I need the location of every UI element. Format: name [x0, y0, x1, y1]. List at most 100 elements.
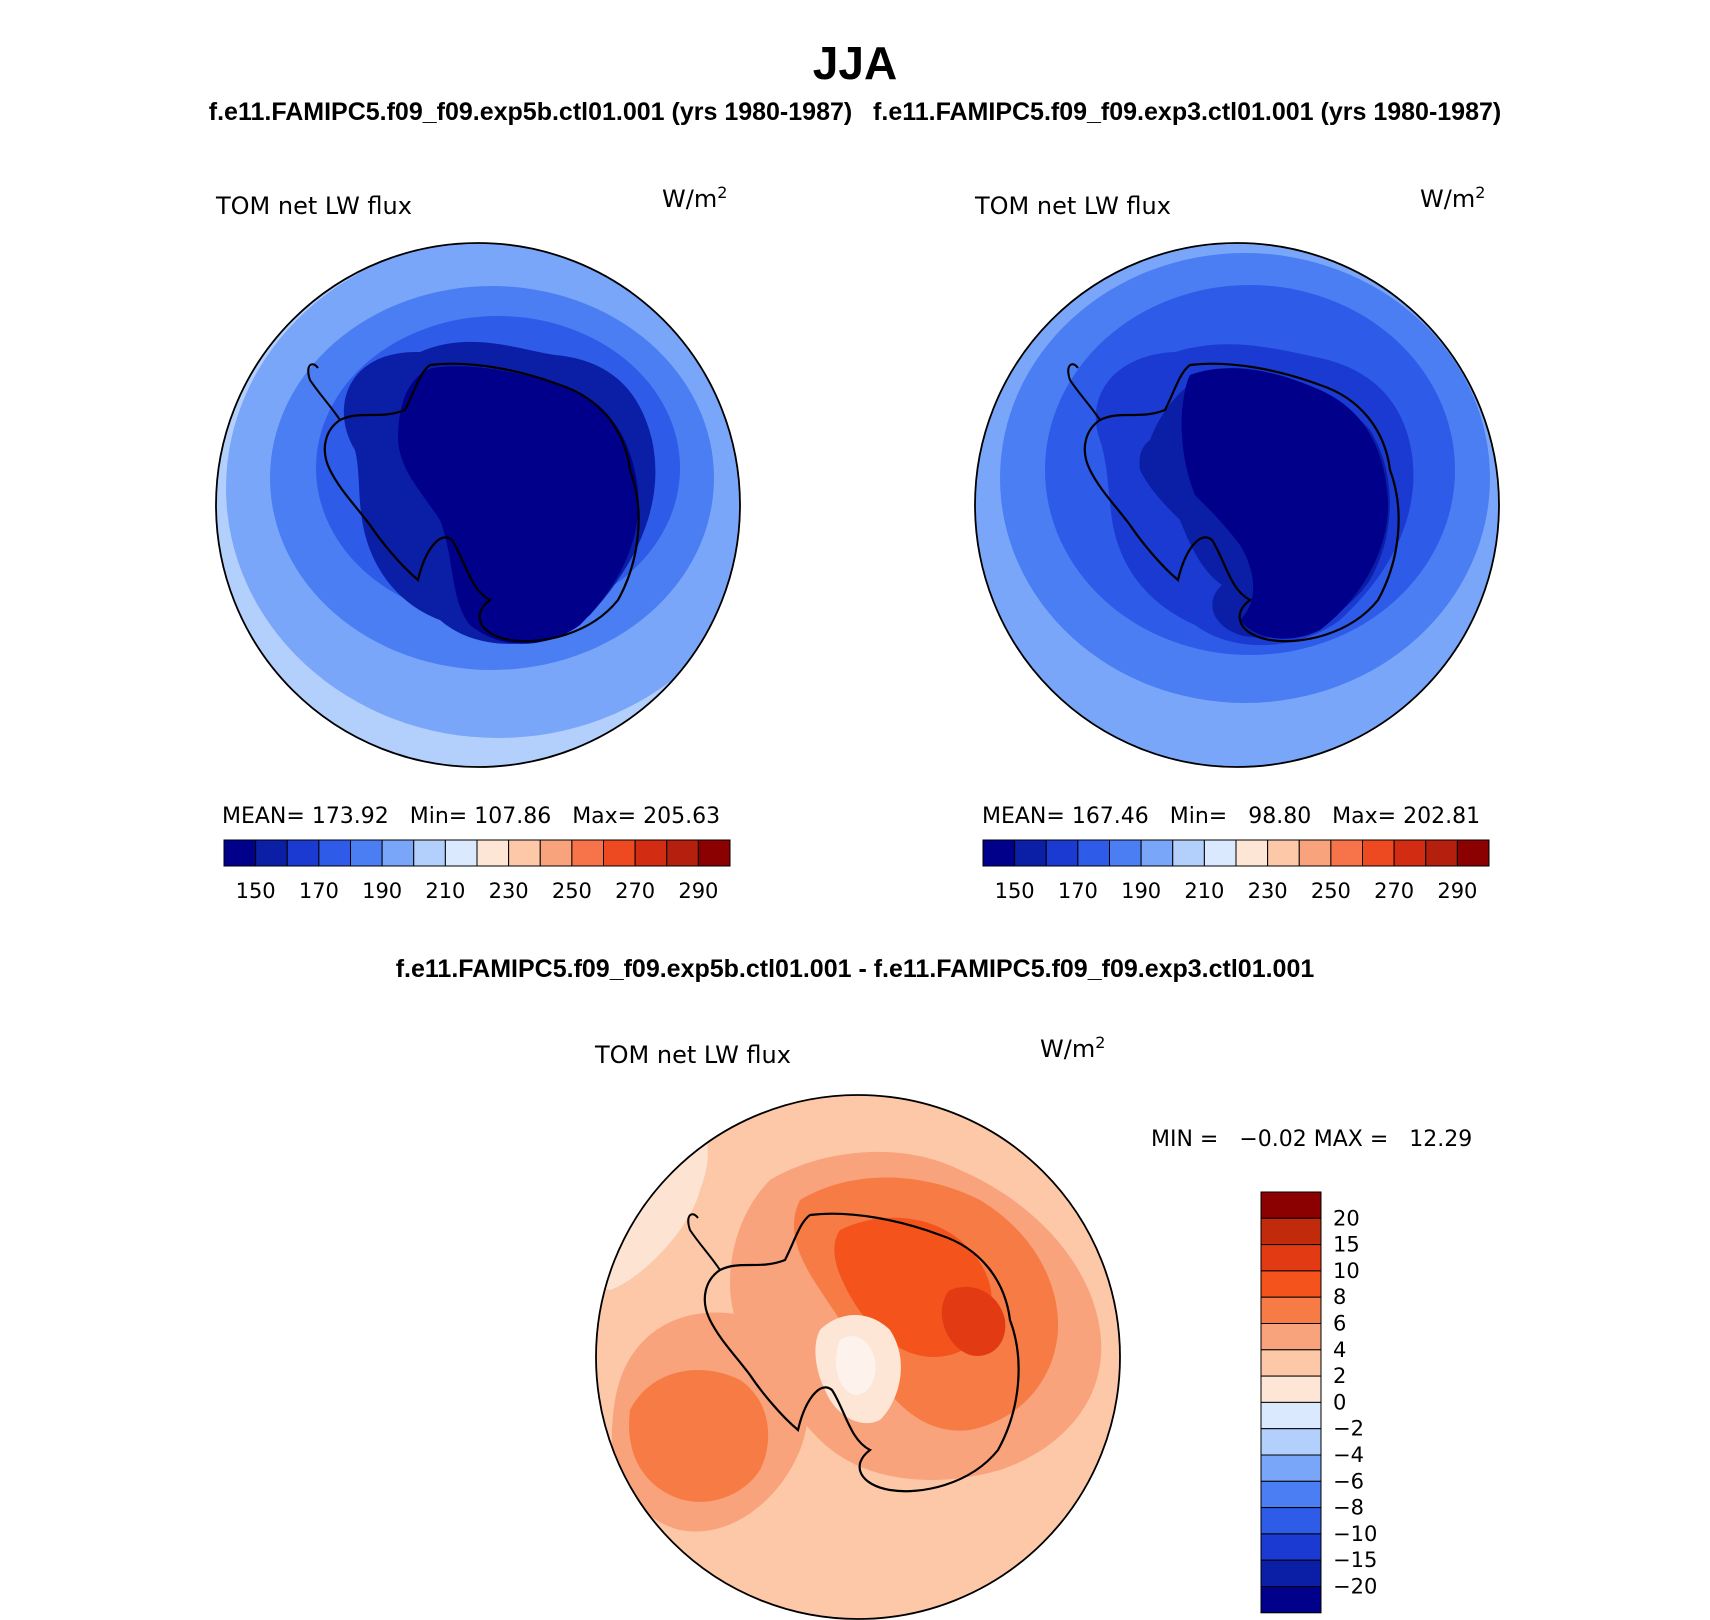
panel-b-colorbar-tick-label: 290: [1437, 879, 1477, 903]
panel-b-colorbar-swatch: [1393, 839, 1427, 867]
panel-b-colorbar-swatch: [982, 839, 1016, 867]
panel-b-colorbar-swatch: [1077, 839, 1110, 867]
panel-c-colorbar-swatch: [1260, 1401, 1322, 1430]
panel-a-colorbar-swatch: [223, 839, 257, 867]
figure-title: JJA: [812, 37, 898, 89]
panel-c-colorbar-tick-label: −10: [1333, 1522, 1377, 1546]
panel-a-colorbar-swatch: [476, 839, 510, 867]
panel-c-contour-12-east: [941, 1286, 1006, 1356]
panel-b: TOM net LW flux W/m2 MEAN= 167.46 Min= 9…: [974, 183, 1500, 903]
panel-b-colorbar-swatch: [1235, 839, 1269, 867]
panel-b-colorbar-tick-label: 270: [1374, 879, 1414, 903]
panel-c-colorbar-tick-label: 2: [1333, 1364, 1346, 1388]
panel-a-colorbar-swatch: [318, 839, 351, 867]
panel-c-colorbar-swatch: [1260, 1191, 1322, 1219]
panel-c-colorbar-swatch: [1260, 1559, 1322, 1587]
panel-b-peninsula-coastline: [1067, 363, 1101, 421]
panel-a-map-border: [215, 242, 741, 768]
panel-c-colorbar-swatch: [1260, 1533, 1322, 1561]
panel-a-contour-150: [398, 366, 639, 644]
panel-c-colorbar-swatch: [1260, 1349, 1322, 1377]
panel-a-colorbar-swatch: [697, 839, 731, 867]
panel-a-colorbar-swatch: [444, 839, 478, 867]
panel-a-units-label: W/m2: [662, 183, 727, 213]
panel-a-colorbar-swatch: [255, 839, 288, 867]
panel-c-colorbar-tick-label: −8: [1333, 1496, 1364, 1520]
panel-b-colorbar-swatch: [1109, 839, 1142, 867]
panel-a-colorbar-tick-label: 250: [552, 879, 592, 903]
panel-b-antarctica-coastline: [1083, 362, 1400, 643]
panel-c-colorbar-swatch: [1260, 1428, 1322, 1456]
panel-b-colorbar-tick-label: 230: [1248, 879, 1288, 903]
panel-b-colorbar-swatch: [1330, 839, 1363, 867]
panel-b-colorbar-swatch: [1362, 839, 1395, 867]
panel-a-colorbar-tick-label: 170: [299, 879, 339, 903]
panel-c-colorbar-tick-label: 0: [1333, 1390, 1346, 1414]
panel-c-contour-0-rossshelf: [835, 1336, 876, 1395]
panel-c-colorbar-swatch: [1260, 1507, 1322, 1535]
panel-c-colorbar-swatch: [1260, 1480, 1322, 1509]
panel-a-colorbar-swatch: [286, 839, 320, 867]
panel-a-colorbar-swatch: [381, 839, 415, 867]
panel-b-colorbar-tick-label: 150: [995, 879, 1035, 903]
panel-b-colorbar-swatch: [1456, 839, 1490, 867]
panel-a-colorbar-swatch: [634, 839, 668, 867]
panel-b-variable-label: TOM net LW flux: [974, 192, 1171, 220]
panel-b-colorbar-swatch: [1045, 839, 1079, 867]
panel-a-colorbar-tick-label: 270: [615, 879, 655, 903]
panel-b-stats: MEAN= 167.46 Min= 98.80 Max= 202.81: [982, 804, 1480, 829]
panel-b-colorbar-swatch: [1014, 839, 1047, 867]
panel-a-colorbar-tick-label: 150: [236, 879, 276, 903]
panel-b-colorbar-swatch: [1172, 839, 1205, 867]
case2-subtitle: f.e11.FAMIPC5.f09_f09.exp3.ctl01.001 (yr…: [873, 98, 1502, 126]
panel-c-colorbar-tick-label: −4: [1333, 1443, 1364, 1467]
panel-c-colorbar-swatch: [1260, 1375, 1322, 1403]
panel-c-peninsula-coastline: [687, 1213, 721, 1271]
panel-c-stats: MIN = −0.02 MAX = 12.29: [1151, 1127, 1472, 1152]
panel-a-variable-label: TOM net LW flux: [215, 192, 412, 220]
panel-b-colorbar: 150 170 190 210 230 250 270 290: [982, 839, 1490, 903]
panel-a-colorbar-swatch: [539, 839, 573, 867]
panel-b-colorbar-swatch: [1267, 839, 1300, 867]
panel-a-colorbar-swatch: [413, 839, 446, 867]
panel-b-map-border: [974, 242, 1500, 768]
panel-b-colorbar-swatch: [1425, 839, 1458, 867]
panel-c-contour-8-west: [629, 1370, 769, 1502]
panel-c-antarctica-coastline: [703, 1212, 1020, 1493]
panel-c-colorbar-tick-label: −6: [1333, 1469, 1364, 1493]
panel-c-colorbar-swatch: [1260, 1217, 1322, 1246]
panel-a-colorbar-swatch: [666, 839, 699, 867]
top-subtitles: f.e11.FAMIPC5.f09_f09.exp5b.ctl01.001 (y…: [0, 98, 1710, 127]
panel-a-colorbar: 150 170 190 210 230 250 270 290: [223, 839, 731, 903]
panel-c-map: [596, 1095, 1120, 1619]
panel-a-colorbar-swatch: [571, 839, 604, 867]
panel-a-map: [216, 243, 740, 767]
panel-c-colorbar-tick-label: 8: [1333, 1285, 1346, 1309]
difference-subtitle: f.e11.FAMIPC5.f09_f09.exp5b.ctl01.001 - …: [395, 955, 1315, 983]
panel-a-colorbar-swatch: [350, 839, 383, 867]
panel-a-peninsula-coastline: [307, 363, 341, 421]
panel-c-units-label: W/m2: [1040, 1033, 1105, 1063]
panel-a-antarctica-coastline: [323, 362, 640, 643]
panel-b-colorbar-swatch: [1203, 839, 1237, 867]
panel-a-colorbar-tick-label: 210: [425, 879, 465, 903]
panel-a: TOM net LW flux W/m2 MEAN= 173.92 Min= 1…: [215, 183, 741, 903]
panel-c-colorbar-swatch: [1260, 1454, 1322, 1482]
panel-c-colorbar-tick-label: 15: [1333, 1233, 1360, 1257]
case1-subtitle: f.e11.FAMIPC5.f09_f09.exp5b.ctl01.001 (y…: [208, 98, 853, 126]
panel-b-colorbar-tick-label: 250: [1311, 879, 1351, 903]
panel-b-map: [975, 243, 1499, 767]
panel-a-colorbar-tick-label: 290: [678, 879, 718, 903]
panel-c-variable-label: TOM net LW flux: [594, 1041, 791, 1069]
panel-c-colorbar-tick-label: 4: [1333, 1338, 1346, 1362]
panel-a-colorbar-tick-label: 230: [489, 879, 529, 903]
panel-c-colorbar-swatch: [1260, 1323, 1322, 1351]
panel-c-colorbar-tick-label: −15: [1333, 1548, 1377, 1572]
panel-b-units-label: W/m2: [1420, 183, 1485, 213]
panel-b-colorbar-swatch: [1298, 839, 1332, 867]
panel-c-colorbar-swatch: [1260, 1270, 1322, 1298]
panel-b-colorbar-tick-label: 190: [1121, 879, 1161, 903]
panel-b-colorbar-tick-label: 170: [1058, 879, 1098, 903]
panel-c-colorbar-tick-label: 10: [1333, 1259, 1360, 1283]
